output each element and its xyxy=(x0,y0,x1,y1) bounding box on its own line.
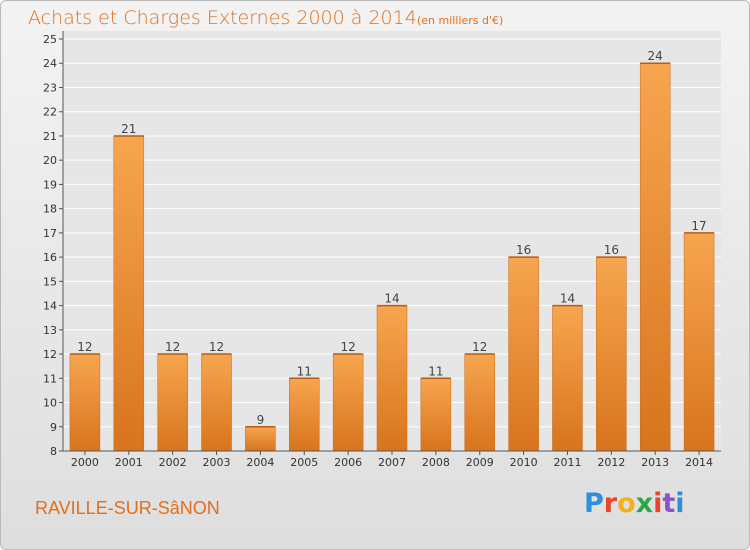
bar xyxy=(332,353,364,452)
chart-unit: (en milliers d'€) xyxy=(417,14,504,27)
bar-value-label: 16 xyxy=(604,243,619,257)
y-tick-label: 10 xyxy=(43,397,57,410)
bar-value-label: 14 xyxy=(560,292,575,306)
y-tick-label: 8 xyxy=(50,445,57,458)
proxiti-logo: Proxiti xyxy=(584,488,685,519)
bar-value-label: 11 xyxy=(428,364,443,378)
x-tick-label: 2013 xyxy=(641,456,669,469)
bar-value-label: 16 xyxy=(516,243,531,257)
y-tick-label: 14 xyxy=(43,300,57,313)
bar xyxy=(508,256,539,452)
y-tick-label: 23 xyxy=(43,81,57,94)
x-tick-label: 2005 xyxy=(290,456,318,469)
x-tick-label: 2010 xyxy=(510,456,538,469)
y-tick-label: 12 xyxy=(43,348,57,361)
bar-value-label: 21 xyxy=(121,122,136,136)
bar xyxy=(464,353,495,452)
commune-name: RAVILLE-SUR-SâNON xyxy=(35,498,220,518)
bar xyxy=(157,353,188,452)
x-tick-label: 2004 xyxy=(246,456,274,469)
x-tick-label: 2002 xyxy=(159,456,187,469)
x-tick-label: 2008 xyxy=(422,456,450,469)
chart-title: Achats et Charges Externes 2000 à 2014 xyxy=(28,7,417,29)
bar xyxy=(201,353,232,452)
bar-value-label: 12 xyxy=(209,340,224,354)
y-tick-label: 13 xyxy=(43,324,57,337)
bar-value-label: 17 xyxy=(691,219,706,233)
y-tick-label: 20 xyxy=(43,154,57,167)
bar-value-label: 12 xyxy=(165,340,180,354)
x-tick-label: 2011 xyxy=(553,456,581,469)
bar xyxy=(552,305,583,452)
bar-value-label: 9 xyxy=(257,413,265,427)
y-tick-label: 24 xyxy=(43,57,57,70)
y-tick-label: 15 xyxy=(43,275,57,288)
x-tick-label: 2007 xyxy=(378,456,406,469)
y-tick-label: 17 xyxy=(43,227,57,240)
bar xyxy=(639,62,671,452)
bar-value-label: 14 xyxy=(384,292,399,306)
x-tick-label: 2001 xyxy=(115,456,143,469)
bar-value-label: 12 xyxy=(77,340,92,354)
y-tick-label: 21 xyxy=(43,130,57,143)
x-tick-label: 2009 xyxy=(466,456,494,469)
x-tick-label: 2014 xyxy=(685,456,713,469)
y-tick-label: 11 xyxy=(43,372,57,385)
bar xyxy=(245,426,276,452)
y-tick-label: 19 xyxy=(43,178,57,191)
y-tick-label: 18 xyxy=(43,203,57,216)
bar xyxy=(289,378,320,452)
bar xyxy=(113,135,145,452)
bar xyxy=(376,305,408,452)
bar xyxy=(683,232,715,452)
bar-value-label: 24 xyxy=(648,49,663,63)
x-tick-label: 2003 xyxy=(203,456,231,469)
x-tick-label: 2000 xyxy=(71,456,99,469)
x-tick-label: 2012 xyxy=(597,456,625,469)
x-tick-label: 2006 xyxy=(334,456,362,469)
y-tick-label: 22 xyxy=(43,106,57,119)
bar xyxy=(420,378,452,452)
bar-value-label: 12 xyxy=(340,340,355,354)
bar-value-label: 12 xyxy=(472,340,487,354)
y-tick-label: 16 xyxy=(43,251,57,264)
bar xyxy=(596,256,627,452)
bar xyxy=(69,353,101,452)
bar-value-label: 11 xyxy=(297,364,312,378)
y-tick-label: 9 xyxy=(50,421,57,434)
y-tick-label: 25 xyxy=(43,33,57,46)
